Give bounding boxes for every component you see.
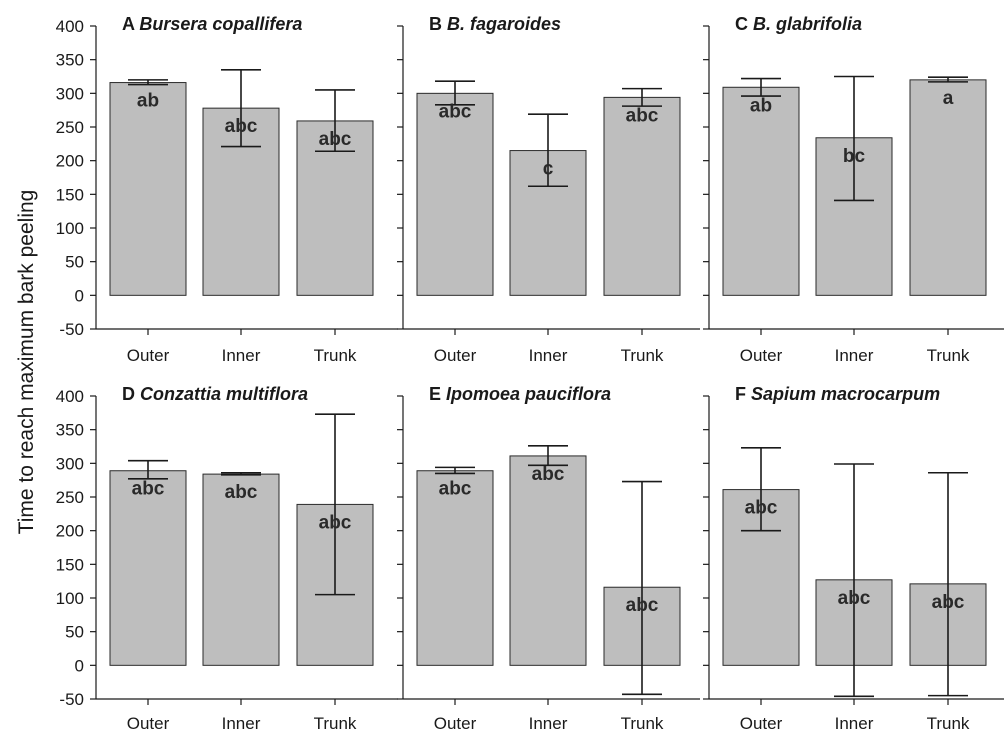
bar-trunk (603, 96, 681, 296)
x-tick-label: Trunk (927, 346, 970, 365)
bar-outer (722, 86, 800, 296)
y-tick-label: 100 (56, 589, 84, 608)
bar-inner (509, 455, 587, 666)
significance-label: abc (439, 101, 472, 122)
y-tick-label: 200 (56, 522, 84, 541)
y-tick-label: -50 (59, 320, 84, 339)
panel-letter: C (735, 14, 748, 34)
panel-title: E Ipomoea pauciflora (429, 384, 611, 404)
panel-d: -50 0 50 100 150 200 250 300 350 400 Outer Inner Tru… (56, 384, 398, 733)
y-tick-label: 250 (56, 488, 84, 507)
x-tick-label: Outer (434, 714, 477, 733)
bar-trunk (909, 79, 987, 296)
significance-label: bc (843, 146, 866, 167)
x-tick-label: Inner (835, 346, 874, 365)
x-tick-label: Trunk (314, 714, 357, 733)
y-tick-label: 0 (75, 656, 84, 675)
x-tick-label: Outer (127, 714, 170, 733)
x-tick-label: Trunk (927, 714, 970, 733)
panel-letter: E (429, 384, 441, 404)
significance-label: abc (745, 498, 778, 519)
significance-label: abc (225, 482, 258, 503)
panel-title: B B. fagaroides (429, 14, 561, 34)
x-tick-label: Inner (835, 714, 874, 733)
y-tick-label: 0 (75, 286, 84, 305)
panel-f: Outer Inner Trunk abc abc abc F Sapium macroca… (703, 384, 1004, 733)
significance-label: ab (137, 91, 159, 112)
y-tick-label: 100 (56, 219, 84, 238)
bar-outer (416, 470, 494, 666)
panel-title: C B. glabrifolia (735, 14, 862, 34)
significance-label: abc (132, 479, 165, 500)
x-tick-label: Outer (740, 346, 783, 365)
panel-title: A Bursera copallifera (122, 14, 302, 34)
significance-label: a (943, 88, 954, 109)
panel-c: Outer Inner Trunk ab bc a C B. glabrifolia (703, 14, 1004, 365)
x-tick-label: Trunk (621, 714, 664, 733)
species-name: B. fagaroides (447, 14, 561, 34)
x-tick-label: Inner (222, 714, 261, 733)
y-tick-label: 350 (56, 421, 84, 440)
y-tick-label: 400 (56, 387, 84, 406)
panels: -50 0 50 100 150 200 250 300 350 400 Outer Inner Tru… (56, 14, 1004, 733)
significance-label: ab (750, 95, 772, 116)
y-tick-label: 50 (65, 253, 84, 272)
panel-a: -50 0 50 100 150 200 250 300 350 400 Outer Inner Tru… (56, 14, 398, 365)
panel-title: D Conzattia multiflora (122, 384, 308, 404)
species-name: Conzattia multiflora (140, 384, 308, 404)
significance-label: c (543, 159, 554, 180)
x-tick-label: Outer (127, 346, 170, 365)
panel-b: Outer Inner Trunk abc c abc B B. fagaroides (397, 14, 700, 365)
bar-inner (202, 473, 280, 666)
significance-label: abc (626, 105, 659, 126)
panel-title: F Sapium macrocarpum (735, 384, 940, 404)
significance-label: abc (626, 595, 659, 616)
x-tick-label: Inner (529, 346, 568, 365)
y-tick-label: 300 (56, 84, 84, 103)
species-name: Bursera copallifera (139, 14, 302, 34)
y-tick-label: 350 (56, 51, 84, 70)
y-tick-label: 200 (56, 152, 84, 171)
x-tick-label: Inner (222, 346, 261, 365)
y-axis-label: Time to reach maximum bark peeling (15, 190, 38, 535)
panel-letter: F (735, 384, 746, 404)
species-name: Ipomoea pauciflora (446, 384, 611, 404)
significance-label: abc (225, 116, 258, 137)
significance-label: abc (439, 479, 472, 500)
x-tick-label: Trunk (314, 346, 357, 365)
y-tick-label: -50 (59, 690, 84, 709)
species-name: Sapium macrocarpum (751, 384, 940, 404)
x-tick-label: Trunk (621, 346, 664, 365)
x-tick-label: Inner (529, 714, 568, 733)
panel-letter: B (429, 14, 442, 34)
y-tick-label: 150 (56, 555, 84, 574)
significance-label: abc (932, 592, 965, 613)
significance-label: abc (319, 129, 352, 150)
panel-letter: A (122, 14, 135, 34)
bar-outer (416, 92, 494, 296)
panel-letter: D (122, 384, 135, 404)
significance-label: abc (532, 464, 565, 485)
bar-outer (109, 82, 187, 296)
y-tick-label: 400 (56, 17, 84, 36)
y-tick-label: 50 (65, 623, 84, 642)
bar-outer (109, 470, 187, 666)
y-tick-label: 150 (56, 185, 84, 204)
panel-e: Outer Inner Trunk abc abc abc E Ipomoea paucif… (397, 384, 700, 733)
species-name: B. glabrifolia (753, 14, 862, 34)
y-tick-label: 250 (56, 118, 84, 137)
significance-label: abc (319, 512, 352, 533)
x-tick-label: Outer (740, 714, 783, 733)
y-tick-label: 300 (56, 454, 84, 473)
significance-label: abc (838, 588, 871, 609)
x-tick-label: Outer (434, 346, 477, 365)
